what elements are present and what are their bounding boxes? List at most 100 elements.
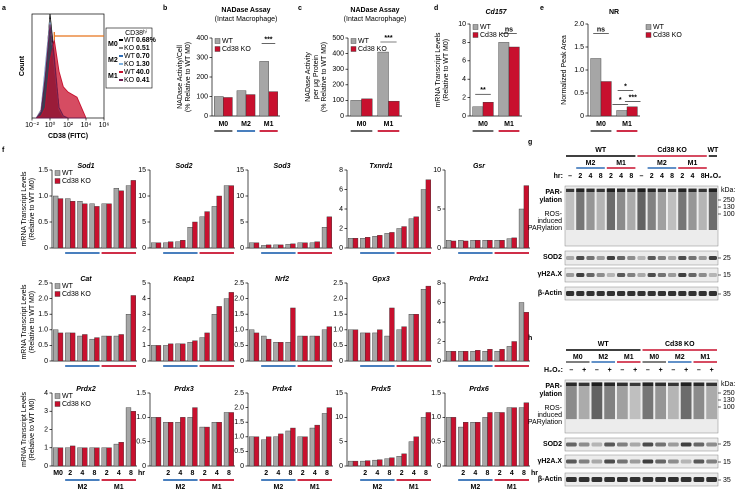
bar xyxy=(463,240,469,249)
bar xyxy=(498,42,510,117)
x-tick-label: 2 xyxy=(461,470,465,477)
y-axis-label: mRNA Transcript Levels xyxy=(435,32,442,108)
legend-group: M0 xyxy=(108,41,118,48)
legend-swatch xyxy=(54,401,61,407)
blot-label: ylation xyxy=(539,391,562,398)
histogram-curve xyxy=(36,39,87,119)
bar xyxy=(175,241,181,249)
bar xyxy=(401,226,407,249)
legend-label: Cd38 KO xyxy=(62,291,91,298)
blot-band xyxy=(566,442,577,447)
blot-band xyxy=(591,383,603,386)
y-tick-label: 8 xyxy=(437,280,441,287)
blot-band xyxy=(566,256,575,260)
blot-band xyxy=(693,383,705,386)
legend-label: KO xyxy=(124,77,135,84)
kda-label: 100 xyxy=(723,211,735,218)
x-tick-label: 4 xyxy=(215,470,219,477)
blot-band xyxy=(678,256,687,260)
y-axis-label: mRNA Transcript Levels xyxy=(21,171,28,247)
blot-band xyxy=(708,273,717,277)
bar xyxy=(506,407,512,467)
bar xyxy=(384,458,390,467)
blot-band xyxy=(668,442,679,447)
blot-band xyxy=(668,291,677,296)
lane-label: 8 xyxy=(701,173,705,180)
bar xyxy=(101,203,107,249)
bar xyxy=(77,200,83,249)
bar xyxy=(192,221,198,249)
bar xyxy=(216,422,222,467)
blot-band xyxy=(606,256,615,260)
x-tick-label: M0 xyxy=(357,121,367,128)
bar xyxy=(273,342,279,362)
bar xyxy=(180,239,186,249)
blot-band xyxy=(680,383,692,386)
bar xyxy=(518,407,525,467)
blot-band xyxy=(693,442,705,447)
blot-band xyxy=(693,459,705,464)
chart-title: NADase Assay xyxy=(221,7,270,14)
bar xyxy=(396,329,402,362)
y-tick-label: 15 xyxy=(335,390,343,397)
subgroup-label: M1 xyxy=(688,160,698,167)
blot-band xyxy=(706,442,717,447)
bar xyxy=(57,447,64,467)
bar xyxy=(482,101,494,117)
y-tick-label: 3 xyxy=(44,408,48,415)
y-tick-label: 1 xyxy=(44,445,48,452)
bar xyxy=(499,412,505,467)
chart-title: Prdx5 xyxy=(371,386,391,393)
blot-band xyxy=(578,442,590,447)
bar xyxy=(408,314,414,362)
blot-band xyxy=(688,273,697,277)
bar xyxy=(482,417,488,467)
blot-band xyxy=(617,442,628,447)
y-tick-label: 15 xyxy=(236,167,244,174)
group-label: M1 xyxy=(507,484,517,491)
bar xyxy=(389,307,395,362)
y-tick-label: 1.5 xyxy=(234,311,244,318)
lane-label: 2 xyxy=(609,173,613,180)
bar xyxy=(290,427,296,467)
bar xyxy=(273,244,279,249)
bar xyxy=(360,332,366,362)
y-tick-label: 0.5 xyxy=(574,90,584,97)
bar xyxy=(199,337,205,362)
bar xyxy=(413,436,419,467)
y-axis-label: mRNA Transcript Levels xyxy=(21,391,28,467)
blot-label: SOD2 xyxy=(543,254,562,261)
y-tick-label: 1.5 xyxy=(136,390,146,397)
y-tick-label: 0 xyxy=(142,358,146,365)
blot-band xyxy=(586,291,595,296)
legend-label: Cd38 KO xyxy=(358,46,387,53)
x-tick-label: 8 xyxy=(522,470,526,477)
lane-label: – xyxy=(568,173,572,180)
panel-letter: f xyxy=(2,147,5,154)
blot-band xyxy=(706,383,717,386)
y-tick-label: 0 xyxy=(580,113,584,120)
bar xyxy=(113,187,119,249)
blot-sublabel: PARylation xyxy=(528,419,562,426)
chart-title: Gpx3 xyxy=(372,276,390,283)
blot-band xyxy=(680,459,692,464)
blot-smear xyxy=(606,188,615,230)
bar xyxy=(125,407,132,467)
bar xyxy=(297,335,303,362)
bar xyxy=(223,298,230,362)
blot-band xyxy=(708,256,717,260)
blot-smear xyxy=(647,188,656,230)
chart-subtitle: (Intact Macrophage) xyxy=(215,16,278,23)
y-axis-label: (% Relative to WT M0) xyxy=(321,42,328,112)
y-tick-label: 2 xyxy=(462,94,466,101)
subgroup-label: M1 xyxy=(700,354,710,361)
legend-label: Cd38 KO xyxy=(62,401,91,408)
chart-title: Prdx3 xyxy=(174,386,194,393)
bar xyxy=(384,335,390,362)
bar xyxy=(487,412,493,467)
blot-band xyxy=(706,477,717,482)
blot-band xyxy=(668,477,679,482)
bar xyxy=(523,402,529,467)
y-tick-label: 15 xyxy=(138,167,146,174)
lane-label: – xyxy=(671,367,675,374)
